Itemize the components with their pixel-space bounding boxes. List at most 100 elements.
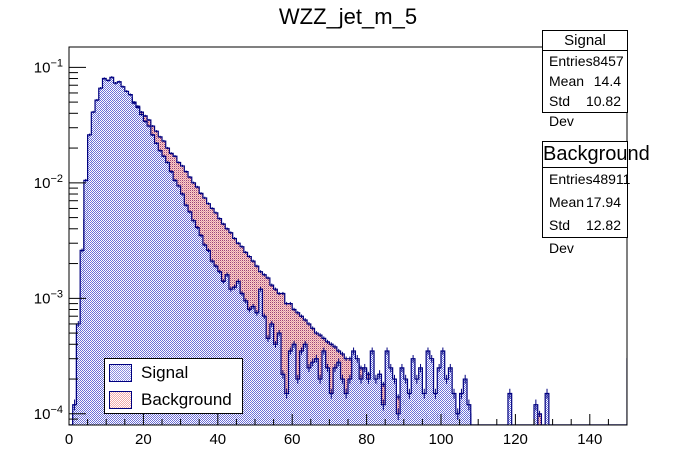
bar-signal <box>340 379 345 425</box>
bar-signal <box>299 350 304 425</box>
x-tick-label: 20 <box>135 431 152 448</box>
signal-stats-title: Signal <box>543 31 627 51</box>
stat-label: Std Dev <box>549 217 574 256</box>
y-axis: 10−1 10−2 10−3 10−4 <box>34 57 86 426</box>
stat-label: Mean <box>549 194 585 210</box>
bar-signal <box>437 367 441 425</box>
bar-signal <box>143 121 148 425</box>
background-stats-stddev: Std Dev 12.82 <box>543 214 627 256</box>
signal-swatch-icon <box>109 363 132 382</box>
bar-signal <box>429 358 434 425</box>
bar-signal <box>106 80 110 425</box>
bar-signal <box>418 367 423 425</box>
bar-signal <box>247 309 252 425</box>
bar-background <box>537 413 542 425</box>
bar-signal <box>388 367 393 425</box>
bar-signal <box>188 211 192 425</box>
x-tick-label: 40 <box>209 431 226 448</box>
bar-signal <box>344 393 348 425</box>
bar-signal <box>284 393 289 425</box>
bar-signal <box>162 156 166 425</box>
stat-value: 48911 <box>592 171 631 187</box>
signal-stats-box: Signal Entries 8457 Mean 14.4 Std Dev 10… <box>542 30 628 129</box>
signal-stats-mean: Mean 14.4 <box>543 71 627 91</box>
bar-signal <box>467 404 471 425</box>
bar-signal <box>87 134 92 425</box>
legend-label: Background <box>141 389 232 409</box>
bar-signal <box>147 126 151 425</box>
bar-signal <box>243 300 248 425</box>
x-axis: 0 20 40 60 80 100 120 140 <box>65 414 628 448</box>
bar-signal <box>214 266 218 425</box>
bar-signal <box>121 86 125 425</box>
bar-signal <box>452 393 456 425</box>
y-tick-label: 10−3 <box>34 288 63 307</box>
bar-signal <box>351 350 356 425</box>
bar-background <box>295 312 300 425</box>
x-tick-label: 80 <box>358 431 375 448</box>
bar-signal <box>403 379 408 425</box>
bar-signal <box>102 78 107 425</box>
bar-signal <box>463 379 468 425</box>
bar-signal <box>273 344 278 425</box>
background-stats-title: Background <box>543 142 650 168</box>
bar-signal <box>124 91 129 425</box>
bar-signal <box>348 379 352 425</box>
bar-signal <box>370 350 375 425</box>
x-tick-label: 140 <box>577 431 602 448</box>
bar-signal <box>444 379 449 425</box>
bar-signal <box>154 143 159 425</box>
bar-signal <box>392 379 397 425</box>
bar-signal <box>355 358 360 425</box>
bar-signal <box>292 344 296 425</box>
bar-signal <box>329 393 334 425</box>
legend-item-signal: Signal <box>105 359 242 386</box>
bar-background <box>329 344 334 425</box>
bar-signal <box>314 358 319 425</box>
bar-signal <box>377 374 382 425</box>
bar-background <box>281 293 285 425</box>
bar-signal <box>507 393 512 425</box>
bar-signal <box>295 379 300 425</box>
bar-signal <box>441 350 445 425</box>
bar-signal <box>109 77 114 425</box>
bar-signal <box>433 393 438 425</box>
bar-signal <box>269 323 274 425</box>
bar-signal <box>150 134 155 425</box>
x-tick-label: 0 <box>65 431 73 448</box>
plot-area <box>69 76 631 425</box>
bar-signal <box>426 350 430 425</box>
bar-signal <box>459 393 464 425</box>
legend-item-background: Background <box>105 386 242 413</box>
bar-signal <box>180 194 185 425</box>
bar-signal <box>362 367 367 425</box>
bar-signal <box>83 180 88 425</box>
bar-signal <box>307 367 311 425</box>
bar-signal <box>407 393 412 425</box>
stat-value: 12.82 <box>585 217 621 233</box>
bar-signal <box>310 362 315 425</box>
bar-signal <box>217 271 222 425</box>
bar-signal <box>132 103 136 425</box>
bar-signal <box>228 289 233 425</box>
bar-signal <box>281 374 285 425</box>
bar-signal <box>277 333 282 425</box>
bar-signal <box>95 100 99 425</box>
bar-signal <box>627 359 631 425</box>
bar-signal <box>411 358 415 425</box>
stat-value: 14.4 <box>593 73 621 89</box>
stat-label: Entries <box>549 171 593 187</box>
stat-label: Std Dev <box>549 93 574 129</box>
bar-signal <box>381 404 386 425</box>
background-stats-mean: Mean 17.94 <box>543 191 627 214</box>
bar-signal <box>251 306 255 425</box>
bar-signal <box>128 94 133 425</box>
signal-stats-entries: Entries 8457 <box>543 51 627 71</box>
bar-signal <box>169 171 174 425</box>
bar-signal <box>206 250 211 425</box>
stat-value: 10.82 <box>585 93 621 109</box>
bar-signal <box>184 205 189 425</box>
stat-label: Mean <box>549 73 585 89</box>
stat-label: Entries <box>549 53 593 69</box>
